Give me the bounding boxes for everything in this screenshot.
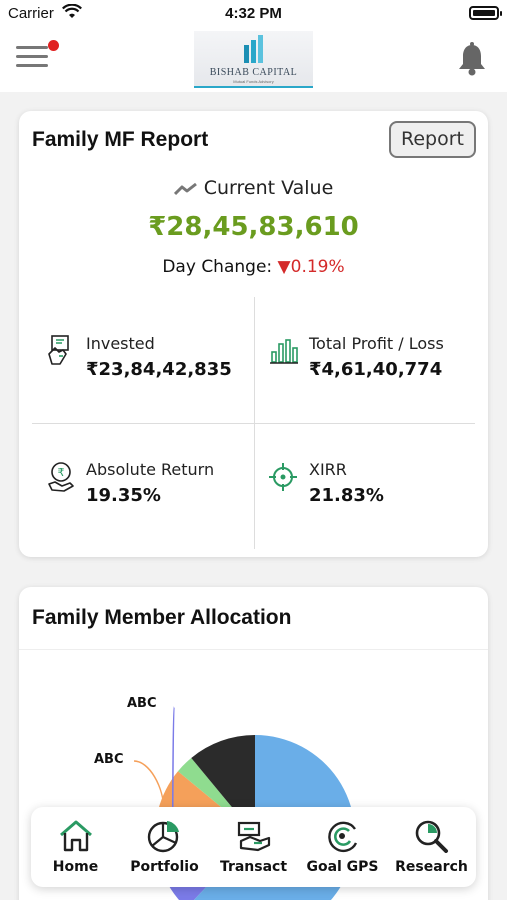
profit-loss-value: ₹4,61,40,774 [309, 359, 443, 380]
pie-label-1: ABC [127, 696, 157, 711]
bar-chart-icon [269, 334, 299, 373]
logo-text: BISHAB CAPITAL [209, 67, 298, 78]
family-mf-report-card: Family MF Report Report Current Value ₹2… [19, 111, 488, 557]
nav-transact[interactable]: Transact [209, 817, 298, 883]
day-change: Day Change: ▼0.19% [19, 257, 488, 277]
bottom-nav: Home Portfolio Transact Goal GPS Researc… [31, 807, 476, 887]
menu-icon[interactable] [16, 46, 50, 72]
down-arrow-icon: ▼ [277, 257, 291, 277]
invested-value: ₹23,84,42,835 [86, 359, 232, 380]
app-header: BISHAB CAPITAL Mutual Funds Advisory [0, 28, 507, 92]
nav-portfolio-label: Portfolio [130, 859, 199, 875]
target-icon [269, 460, 299, 499]
nav-portfolio[interactable]: Portfolio [120, 817, 209, 883]
nav-home[interactable]: Home [31, 817, 120, 883]
nav-goal-gps[interactable]: Goal GPS [298, 817, 387, 883]
invested-label: Invested [86, 334, 155, 353]
absolute-return-label: Absolute Return [86, 460, 215, 479]
allocation-title: Family Member Allocation [32, 606, 292, 629]
current-value-header: Current Value [19, 177, 488, 199]
trend-icon [173, 182, 197, 195]
absolute-return-value: 19.35% [86, 485, 161, 506]
brand-logo: BISHAB CAPITAL Mutual Funds Advisory [194, 31, 313, 88]
logo-subtext: Mutual Funds Advisory [233, 79, 274, 84]
nav-research-label: Research [395, 859, 468, 875]
current-value-amount: ₹28,45,83,610 [148, 212, 359, 242]
transact-hand-icon [236, 819, 272, 858]
day-change-label: Day Change: [162, 257, 273, 277]
wifi-icon [62, 3, 82, 24]
xirr-value: 21.83% [309, 485, 384, 506]
carrier-label: Carrier [8, 5, 54, 22]
day-change-value: 0.19% [290, 257, 345, 277]
nav-research[interactable]: Research [387, 817, 476, 883]
invest-hand-icon [46, 334, 76, 373]
pie-leader-line-2 [133, 760, 165, 812]
current-value-label: Current Value [203, 177, 334, 199]
research-magnifier-icon [414, 819, 450, 858]
report-button[interactable]: Report [389, 121, 476, 158]
rupee-hand-icon: ₹ [46, 460, 76, 499]
clock: 4:32 PM [225, 5, 282, 22]
nav-home-label: Home [52, 859, 99, 875]
pie-label-2: ABC [94, 752, 124, 767]
bell-icon[interactable] [457, 42, 487, 81]
nav-goal-gps-label: Goal GPS [306, 859, 379, 875]
xirr-label: XIRR [309, 460, 347, 479]
home-icon [58, 819, 94, 858]
report-title: Family MF Report [32, 128, 209, 151]
logo-mark-icon [244, 35, 263, 63]
battery-icon [469, 6, 502, 20]
profit-loss-label: Total Profit / Loss [309, 334, 444, 353]
notification-dot [48, 40, 59, 51]
nav-transact-label: Transact [219, 859, 288, 875]
allocation-divider [19, 649, 488, 650]
status-bar: Carrier 4:32 PM [0, 0, 507, 28]
goal-gps-icon [325, 819, 361, 858]
portfolio-pie-icon [147, 819, 183, 858]
stats-divider-horizontal [32, 423, 475, 424]
svg-text:₹: ₹ [58, 466, 65, 479]
